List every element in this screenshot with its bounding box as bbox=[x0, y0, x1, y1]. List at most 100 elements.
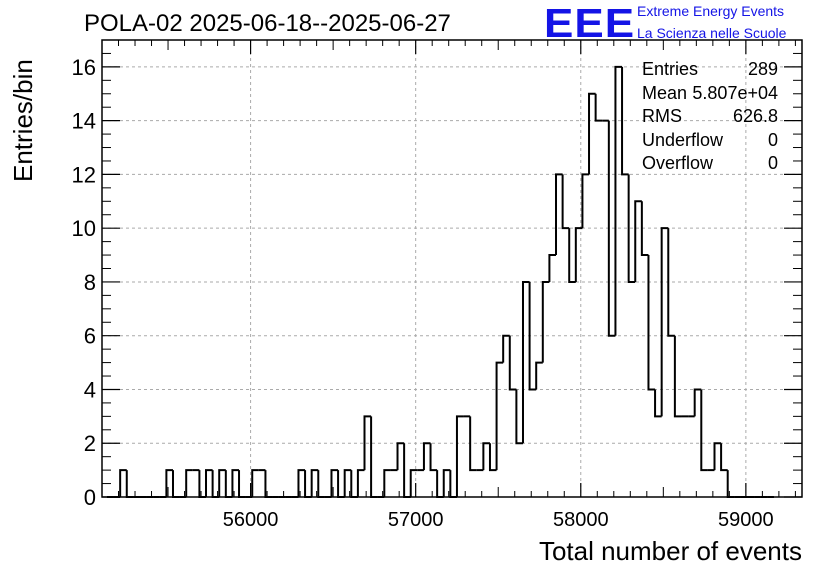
stat-value: 626.8 bbox=[732, 106, 778, 126]
histogram-bin bbox=[185, 469, 193, 497]
stat-value: 5.807e+04 bbox=[692, 82, 778, 103]
histogram-bin bbox=[310, 469, 319, 497]
stat-label: Overflow bbox=[642, 153, 714, 173]
stat-label: Underflow bbox=[642, 129, 724, 150]
histogram-bin bbox=[409, 469, 418, 497]
histogram-bin bbox=[581, 173, 590, 229]
histogram-bin bbox=[555, 173, 563, 256]
y-tick-label: 2 bbox=[84, 431, 96, 456]
histogram-bin bbox=[165, 469, 173, 497]
histogram-bin bbox=[654, 389, 662, 418]
histogram-bin bbox=[218, 469, 226, 497]
x-tick-label: 59000 bbox=[718, 509, 774, 531]
y-tick-label: 16 bbox=[72, 55, 96, 80]
histogram-bin bbox=[231, 469, 240, 497]
stat-row-overflow: Overflow 0 bbox=[640, 152, 780, 176]
x-axis-label: Total number of events bbox=[538, 536, 802, 566]
histogram-bin bbox=[356, 469, 365, 497]
stat-label: RMS bbox=[642, 106, 682, 126]
histogram-bin bbox=[171, 470, 180, 498]
histogram-bin bbox=[720, 443, 728, 472]
y-tick-label: 4 bbox=[84, 377, 96, 402]
histogram-bin bbox=[594, 93, 603, 122]
logo-line-2: La Scienza nelle Scuole bbox=[637, 25, 787, 41]
stat-row-mean: Mean 5.807e+04 bbox=[640, 82, 780, 106]
stats-box: Entries 289 Mean 5.807e+04 RMS 626.8 Und… bbox=[640, 58, 780, 176]
histogram-bin bbox=[535, 361, 543, 390]
grid-lines bbox=[102, 40, 802, 497]
histogram-bin bbox=[667, 228, 675, 337]
histogram-bin bbox=[317, 470, 325, 498]
histogram-bin bbox=[614, 65, 623, 336]
histogram-bin bbox=[429, 443, 438, 472]
x-tick-label: 58000 bbox=[553, 509, 609, 531]
logo-line-1: Extreme Energy Events bbox=[637, 3, 785, 19]
histogram-bin bbox=[297, 469, 306, 497]
histogram-bin bbox=[469, 416, 477, 472]
histogram-bin bbox=[528, 281, 537, 391]
histogram-bin bbox=[482, 442, 490, 471]
histogram-bin bbox=[574, 227, 583, 282]
histogram-bin bbox=[442, 469, 451, 497]
x-tick-label: 57000 bbox=[388, 509, 444, 531]
histogram-bin bbox=[634, 200, 642, 282]
histogram-bin bbox=[238, 470, 246, 498]
histogram-bin bbox=[693, 388, 702, 417]
y-tick-label: 0 bbox=[84, 485, 96, 510]
histogram-bin bbox=[205, 469, 213, 497]
stat-row-entries: Entries 289 bbox=[640, 58, 780, 82]
histogram-bin bbox=[502, 334, 510, 363]
histogram-bin bbox=[700, 389, 708, 472]
histogram-bin bbox=[627, 174, 636, 283]
histogram-bin bbox=[508, 335, 517, 391]
stat-label: Entries bbox=[642, 59, 699, 79]
histogram-bin bbox=[568, 228, 576, 283]
histogram-bin bbox=[673, 335, 682, 418]
histogram-bin bbox=[383, 469, 391, 497]
histogram-bin bbox=[455, 415, 464, 497]
histogram-bin bbox=[515, 389, 523, 445]
y-tick-label: 14 bbox=[72, 109, 96, 134]
histogram-bin bbox=[521, 280, 530, 444]
y-tick-label: 6 bbox=[84, 324, 96, 349]
histogram-bin bbox=[370, 416, 378, 498]
histogram-bin bbox=[488, 443, 497, 472]
histogram-bars bbox=[106, 65, 774, 498]
histogram-bin bbox=[330, 469, 339, 497]
axes: 56000 57000 58000 59000 0 2 4 6 8 10 12 14 16 bbox=[72, 39, 803, 531]
histogram-bin bbox=[396, 442, 405, 471]
histogram-bin bbox=[726, 470, 735, 498]
histogram-bin bbox=[251, 469, 259, 497]
stat-row-rms: RMS 626.8 bbox=[640, 105, 780, 129]
histogram-bin bbox=[119, 469, 127, 497]
histogram-bin bbox=[548, 254, 557, 282]
histogram-bin bbox=[541, 280, 550, 363]
histogram-bin bbox=[264, 470, 273, 498]
histogram-bin bbox=[588, 92, 596, 175]
histogram-bin bbox=[363, 415, 372, 471]
histogram-bin bbox=[561, 174, 570, 230]
y-axis-label: Entries/bin bbox=[8, 59, 38, 182]
chart-title: POLA-02 2025-06-18--2025-06-27 bbox=[84, 10, 451, 37]
histogram-bin bbox=[607, 120, 616, 337]
y-tick-label: 10 bbox=[72, 216, 96, 241]
stat-value: 0 bbox=[767, 153, 778, 173]
stat-value: 0 bbox=[767, 129, 778, 150]
stat-row-underflow: Underflow 0 bbox=[640, 129, 780, 153]
histogram-bin bbox=[125, 470, 134, 498]
histogram-bin bbox=[621, 66, 629, 176]
histogram-bin bbox=[422, 442, 431, 471]
y-tick-label: 8 bbox=[84, 270, 96, 295]
stat-value: 289 bbox=[747, 59, 778, 79]
histogram-bin bbox=[495, 361, 504, 471]
histogram-bin bbox=[640, 201, 649, 257]
eee-logo: EEE bbox=[544, 1, 636, 47]
histogram-bin bbox=[713, 442, 722, 471]
histogram-bin bbox=[647, 255, 656, 391]
histogram-bin bbox=[343, 469, 352, 497]
y-tick-label: 12 bbox=[72, 162, 96, 187]
stat-label: Mean bbox=[642, 82, 688, 103]
histogram-bin bbox=[660, 227, 669, 417]
x-tick-label: 56000 bbox=[223, 509, 279, 531]
